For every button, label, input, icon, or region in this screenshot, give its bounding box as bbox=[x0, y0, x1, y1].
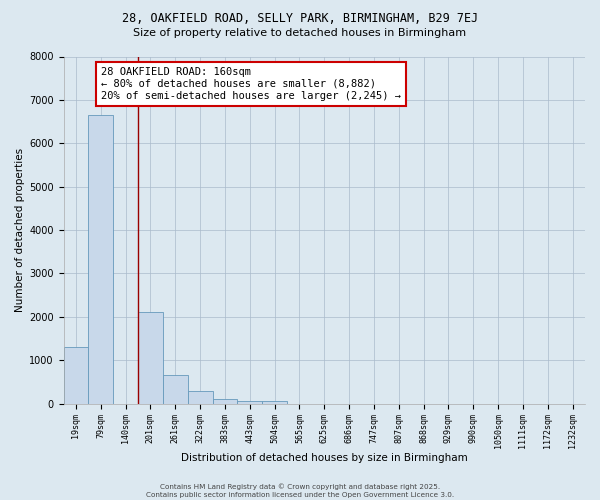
Bar bbox=[163, 376, 188, 404]
Bar bbox=[262, 402, 287, 404]
Bar bbox=[212, 400, 238, 404]
X-axis label: Distribution of detached houses by size in Birmingham: Distribution of detached houses by size … bbox=[181, 452, 467, 462]
Bar bbox=[64, 347, 88, 404]
Text: Contains HM Land Registry data © Crown copyright and database right 2025.: Contains HM Land Registry data © Crown c… bbox=[160, 484, 440, 490]
Text: Size of property relative to detached houses in Birmingham: Size of property relative to detached ho… bbox=[133, 28, 467, 38]
Text: Contains public sector information licensed under the Open Government Licence 3.: Contains public sector information licen… bbox=[146, 492, 454, 498]
Y-axis label: Number of detached properties: Number of detached properties bbox=[15, 148, 25, 312]
Text: 28 OAKFIELD ROAD: 160sqm
← 80% of detached houses are smaller (8,882)
20% of sem: 28 OAKFIELD ROAD: 160sqm ← 80% of detach… bbox=[101, 68, 401, 100]
Bar bbox=[138, 312, 163, 404]
Text: 28, OAKFIELD ROAD, SELLY PARK, BIRMINGHAM, B29 7EJ: 28, OAKFIELD ROAD, SELLY PARK, BIRMINGHA… bbox=[122, 12, 478, 26]
Bar bbox=[238, 400, 262, 404]
Bar bbox=[188, 391, 212, 404]
Bar bbox=[88, 115, 113, 404]
